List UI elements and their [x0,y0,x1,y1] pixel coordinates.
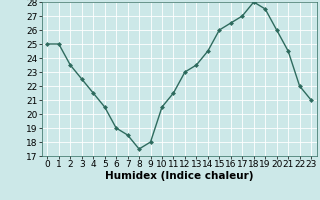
X-axis label: Humidex (Indice chaleur): Humidex (Indice chaleur) [105,171,253,181]
